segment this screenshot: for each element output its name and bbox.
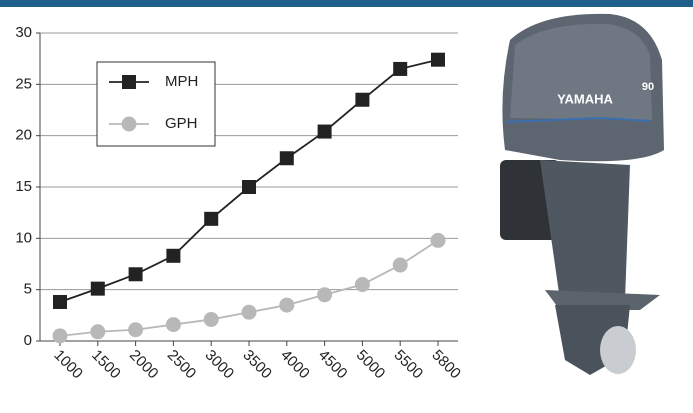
marker [52,328,68,344]
marker [317,287,333,303]
legend-label: MPH [165,73,198,90]
marker [166,248,181,263]
midsection [540,160,630,300]
marker [90,281,105,296]
legend-label: GPH [165,115,198,132]
engine-image: YAMAHA 90 [500,13,664,375]
model-text: 90 [642,81,654,93]
x-tick-label: 2000 [126,347,162,383]
marker [242,180,256,194]
y-tick-label: 10 [15,229,32,246]
y-tick-label: 0 [24,332,32,349]
marker [53,294,67,309]
chart: 0 5 10 15 20 25 30 1000 1500 2000 2500 3000 3500 4000… [15,24,464,382]
marker [128,267,143,282]
series-line [59,239,439,337]
marker [204,211,219,226]
y-tick-label: 15 [15,178,32,195]
x-tick-label: 1500 [88,347,124,383]
marker [279,151,294,166]
y-tick-label: 20 [15,127,32,144]
cowling-top [510,23,652,121]
brand-text: YAMAHA [557,91,613,106]
marker [165,317,181,333]
x-tick-label: 1000 [50,347,86,383]
marker [354,277,370,293]
marker [121,116,137,132]
y-tick-label: 5 [24,281,32,298]
stripe [504,116,651,123]
marker [128,322,144,338]
x-tick-label: 4000 [277,347,313,383]
propeller [600,326,636,374]
marker [430,232,446,248]
marker [355,92,370,107]
x-tick-label: 3000 [202,347,238,383]
legend [96,61,216,147]
marker [431,52,445,67]
y-tick-label: 30 [15,24,32,41]
top-bar [0,0,693,7]
marker [392,257,408,273]
x-tick-label: 5000 [353,347,389,383]
x-tick-label: 5800 [428,347,464,383]
x-tick-label: 4500 [315,347,351,383]
y-tick-label: 25 [15,75,32,92]
x-tick-label: 5500 [391,347,427,383]
marker [317,124,332,139]
x-tick-label: 2500 [164,347,200,383]
marker [203,311,219,327]
marker [393,61,408,76]
marker [279,297,295,313]
marker [241,304,257,320]
marker [122,75,136,89]
marker [90,324,106,340]
x-tick-label: 3500 [239,347,275,383]
